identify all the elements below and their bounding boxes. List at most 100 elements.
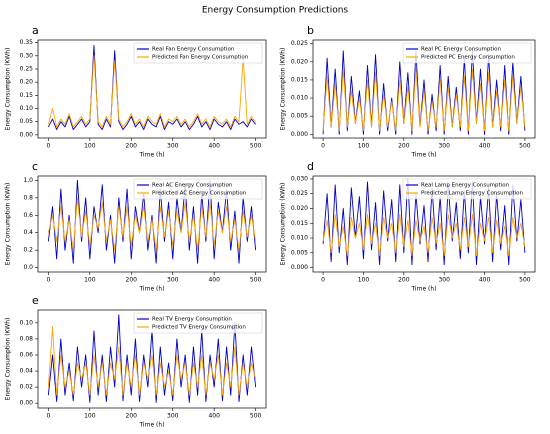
- legend-box: [133, 42, 263, 64]
- x-tick-label: 500: [519, 277, 531, 284]
- axes-frame: [37, 175, 267, 273]
- y-tick-label: 0.8: [23, 194, 33, 201]
- subplot: 0.000 0.005 0.010 0.015 0.020 0.025 0 100 200 300…: [280, 24, 536, 159]
- legend-label: Real Fan Energy Consumption: [152, 47, 235, 53]
- x-axis-label: Time (h): [138, 152, 164, 159]
- legend-label: Predicted PC Energy Consumption: [421, 55, 515, 61]
- y-tick-label: 0.08: [20, 335, 34, 342]
- series-line: [47, 326, 257, 396]
- y-tick-label: 0.025: [291, 190, 308, 197]
- panel-label: b: [307, 24, 314, 37]
- y-tick-label: 0.35: [20, 39, 34, 46]
- legend-box: [402, 42, 532, 64]
- x-tick-label: 300: [167, 413, 179, 420]
- series-line: [322, 213, 526, 257]
- x-tick-label: 100: [84, 143, 96, 150]
- y-tick-label: 0.010: [291, 95, 308, 102]
- x-tick-label: 300: [438, 277, 450, 284]
- y-tick-label: 0.06: [20, 351, 34, 358]
- y-tick-label: 0.20: [20, 79, 34, 86]
- panel-label: c: [32, 160, 38, 173]
- y-tick-label: 0.6: [23, 212, 33, 219]
- y-tick-label: 0.30: [20, 52, 34, 59]
- subplot: 0.000 0.005 0.010 0.015 0.020 0.025 0.030 0 100 2…: [280, 160, 536, 293]
- x-tick-label: 400: [208, 277, 220, 284]
- y-tick-label: 0.4: [23, 229, 33, 236]
- y-axis-label: Energy Consumption (KWh): [5, 318, 12, 401]
- x-tick-label: 300: [167, 143, 179, 150]
- y-axis-label: Energy Consumption (KWh): [280, 48, 287, 131]
- x-axis-label: Time (h): [410, 286, 436, 293]
- x-tick-label: 400: [479, 277, 491, 284]
- legend-label: Real TV Energy Consumption: [152, 317, 232, 323]
- x-tick-label: 0: [46, 277, 50, 284]
- y-tick-label: 0.030: [291, 175, 308, 182]
- x-axis-label: Time (h): [138, 422, 164, 429]
- subplot: 0.0 0.2 0.4 0.6 0.8 1.0 0 100 200 300 400 500 c Time …: [5, 160, 267, 293]
- y-tick-label: 0.005: [291, 249, 308, 256]
- y-tick-label: 0.020: [291, 205, 308, 212]
- y-tick-label: 0.000: [291, 264, 308, 271]
- y-tick-label: 0.2: [23, 247, 33, 254]
- x-tick-label: 0: [321, 143, 325, 150]
- subplot: 0.00 0.02 0.04 0.06 0.08 0.10 0 100 200 300 400 500…: [5, 294, 267, 429]
- x-tick-label: 200: [126, 413, 138, 420]
- x-tick-label: 200: [398, 143, 410, 150]
- x-tick-label: 500: [519, 143, 531, 150]
- y-tick-label: 1.0: [23, 177, 33, 184]
- x-tick-label: 400: [208, 413, 220, 420]
- x-tick-label: 100: [358, 143, 370, 150]
- y-tick-label: 0.015: [291, 76, 308, 83]
- series-line: [47, 44, 256, 131]
- x-tick-label: 0: [46, 413, 50, 420]
- y-tick-label: 0.025: [291, 40, 308, 47]
- axes-frame: [37, 309, 267, 409]
- axes-frame: [312, 39, 536, 139]
- x-tick-label: 200: [126, 143, 138, 150]
- x-tick-label: 100: [84, 277, 96, 284]
- legend-label: Predicted TV Energy Consumption: [152, 325, 246, 331]
- panel-label: d: [307, 160, 314, 173]
- x-tick-label: 100: [84, 413, 96, 420]
- x-tick-label: 500: [250, 143, 262, 150]
- y-tick-label: 0.10: [20, 105, 34, 112]
- y-tick-label: 0.00: [20, 131, 34, 138]
- x-tick-label: 200: [398, 277, 410, 284]
- axes-frame: [37, 39, 267, 139]
- figure-title: Energy Consumption Predictions: [202, 6, 349, 16]
- series-line: [322, 68, 526, 132]
- legend-label: Real PC Energy Consumption: [421, 47, 501, 53]
- legend-label: Predicted Fan Energy Consumption: [152, 55, 249, 61]
- x-tick-label: 200: [126, 277, 138, 284]
- x-axis-label: Time (h): [138, 286, 164, 293]
- panel-label: a: [32, 24, 39, 37]
- y-tick-label: 0.02: [20, 384, 34, 391]
- axes-frame: [312, 175, 536, 273]
- y-tick-label: 0.015: [291, 220, 308, 227]
- x-tick-label: 300: [167, 277, 179, 284]
- x-axis-label: Time (h): [410, 152, 436, 159]
- x-tick-label: 500: [250, 277, 262, 284]
- y-tick-label: 0.0: [23, 264, 33, 271]
- x-tick-label: 400: [479, 143, 491, 150]
- legend-box: [402, 178, 532, 200]
- y-tick-label: 0.15: [20, 92, 34, 99]
- legend-label: Predicted AC Energy Consumption: [152, 191, 247, 197]
- series-line: [47, 55, 256, 128]
- x-tick-label: 300: [438, 143, 450, 150]
- y-tick-label: 0.000: [291, 131, 308, 138]
- y-tick-label: 0.020: [291, 58, 308, 65]
- y-axis-label: Energy Consumption (KWh): [5, 48, 12, 131]
- y-tick-label: 0.10: [20, 319, 34, 326]
- y-tick-label: 0.005: [291, 113, 308, 120]
- legend-label: Real AC Energy Consumption: [152, 183, 233, 189]
- y-axis-label: Energy Consumption (KWh): [280, 183, 287, 266]
- legend-label: Predicted Lamp Energy Consumption: [421, 191, 524, 197]
- subplot: 0.00 0.05 0.10 0.15 0.20 0.25 0.30 0.35 0 100 200 3…: [5, 24, 267, 159]
- y-tick-label: 0.04: [20, 368, 34, 375]
- x-tick-label: 0: [321, 277, 325, 284]
- series-line: [47, 197, 257, 251]
- x-tick-label: 100: [358, 277, 370, 284]
- y-axis-label: Energy Consumption (KWh): [5, 183, 12, 266]
